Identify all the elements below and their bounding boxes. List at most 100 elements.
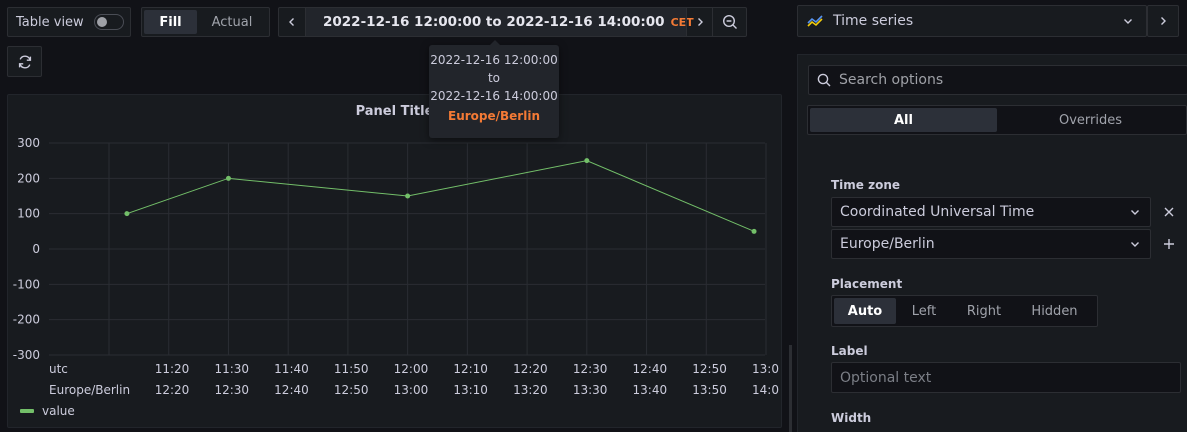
placement-option-hidden[interactable]: Hidden [1031, 303, 1078, 319]
x-tick-label: 13:20 [513, 383, 548, 397]
label-field-label: Label [831, 344, 868, 358]
time-range-text: 2022-12-16 12:00:00 to 2022-12-16 14:00:… [323, 14, 665, 30]
placement-label: Placement [831, 277, 903, 291]
chevron-down-icon [1124, 19, 1132, 24]
y-tick-label: -200 [13, 313, 40, 327]
options-tabs: All Overrides [807, 105, 1187, 135]
x-tick-label: 12:40 [274, 383, 309, 397]
chevron-down-icon [1131, 242, 1139, 247]
y-tick-label: 300 [17, 136, 40, 150]
x-tick-label: 13:30 [572, 383, 608, 397]
x-tick-label: 13:00 [393, 383, 429, 397]
x-tick-label: 13:0 [752, 362, 779, 376]
placement-option-auto[interactable]: Auto [834, 298, 896, 324]
close-icon [1164, 207, 1174, 217]
options-pane: Search options All Overrides Time zone C… [797, 54, 1187, 432]
x-tick-label: 12:30 [572, 362, 608, 376]
panel-title: Panel Title [355, 104, 434, 119]
zoom-out-icon [722, 14, 737, 29]
x-tick-label: 12:20 [513, 362, 548, 376]
width-label: Width [831, 411, 872, 425]
tab-all[interactable]: All [810, 108, 997, 132]
label-input-placeholder: Optional text [840, 369, 932, 386]
x-axis-timezones: utc Europe/Berlin 11:20 11:30 11:40 11:50 12… [0, 362, 780, 402]
x-tick-label: 11:40 [274, 362, 309, 376]
refresh-button[interactable] [7, 46, 42, 77]
pane-splitter[interactable] [789, 345, 792, 432]
plus-icon [1164, 239, 1174, 249]
x-tick-label: 12:30 [214, 383, 250, 397]
time-series-chart[interactable]: 300 200 100 0 -100 -200 -300 [0, 133, 780, 408]
time-back-button[interactable] [279, 8, 306, 36]
x-tick-label: 14:0 [752, 383, 779, 397]
x-tick-label: 11:50 [333, 362, 369, 376]
data-point[interactable] [751, 228, 757, 234]
tooltip-from: 2022-12-16 12:00:00 [430, 53, 558, 67]
table-view-label: Table view [16, 14, 84, 30]
chart-legend[interactable]: value [20, 404, 75, 418]
table-view-switch[interactable] [93, 14, 124, 30]
fill-button[interactable]: Fill [144, 10, 197, 34]
x-tick-label: 12:20 [154, 383, 190, 397]
y-tick-label: 200 [17, 171, 40, 185]
timezone-select-2-value: Europe/Berlin [840, 236, 935, 252]
refresh-icon [18, 55, 31, 68]
chevron-left-icon [289, 18, 294, 26]
tz-row-berlin-label: Europe/Berlin [49, 383, 131, 397]
x-tick-label: 12:40 [632, 362, 668, 376]
placement-option-left[interactable]: Left [911, 303, 937, 319]
data-point[interactable] [124, 211, 130, 217]
time-zone-label: Time zone [831, 178, 901, 192]
search-icon [817, 73, 831, 87]
time-range-tooltip: 2022-12-16 12:00:00 to 2022-12-16 14:00:… [429, 40, 559, 138]
placement-radio-group: Auto Left Right Hidden [831, 295, 1098, 327]
add-timezone-button[interactable] [1160, 235, 1178, 253]
legend-swatch [20, 409, 34, 413]
y-tick-label: -300 [13, 348, 40, 362]
x-tick-label: 12:00 [393, 362, 429, 376]
series-line-value [126, 160, 755, 232]
table-view-toggle-group: Table view [7, 7, 131, 37]
data-point[interactable] [584, 158, 590, 164]
zoom-out-button[interactable] [713, 8, 746, 36]
y-tick-label: -100 [13, 277, 40, 291]
placement-option-right[interactable]: Right [966, 303, 1002, 319]
x-tick-label: 13:50 [692, 383, 727, 397]
time-range-button[interactable]: 2022-12-16 12:00:00 to 2022-12-16 14:00:… [306, 8, 694, 36]
y-tick-label: 0 [32, 242, 40, 256]
panel: Panel Title [7, 94, 782, 428]
tab-overrides[interactable]: Overrides [1058, 112, 1123, 128]
timezone-badge: CET [670, 15, 694, 29]
x-tick-label: 13:40 [632, 383, 668, 397]
x-tick-label: 12:50 [333, 383, 369, 397]
x-tick-label: 12:10 [453, 362, 488, 376]
actual-button[interactable]: Actual [211, 14, 253, 30]
tooltip-to-word: to [487, 71, 501, 85]
search-placeholder: Search options [839, 72, 944, 88]
tooltip-to: 2022-12-16 14:00:00 [430, 89, 558, 103]
remove-timezone-button[interactable] [1160, 203, 1178, 221]
x-tick-label: 11:30 [214, 362, 250, 376]
timezone-select-1[interactable]: Coordinated Universal Time [831, 197, 1151, 227]
visualization-name: Time series [833, 13, 914, 29]
time-range-picker: 2022-12-16 12:00:00 to 2022-12-16 14:00:… [278, 7, 747, 37]
visualization-picker[interactable]: Time series [797, 5, 1147, 37]
search-options-input[interactable]: Search options [808, 65, 1187, 95]
timezone-select-2[interactable]: Europe/Berlin [831, 229, 1151, 259]
label-input[interactable]: Optional text [831, 362, 1181, 393]
time-series-icon [807, 15, 823, 27]
data-point[interactable] [405, 193, 411, 199]
x-tick-label: 11:20 [154, 362, 190, 376]
collapse-options-button[interactable] [1147, 5, 1179, 37]
fill-actual-switch: Fill Actual [141, 7, 270, 37]
chevron-down-icon [1131, 210, 1139, 215]
time-forward-button[interactable] [686, 8, 713, 36]
chevron-right-icon [1161, 17, 1166, 25]
x-tick-label: 12:50 [692, 362, 727, 376]
chevron-right-icon [697, 18, 703, 26]
tooltip-zone: Europe/Berlin [448, 109, 540, 123]
timezone-select-1-value: Coordinated Universal Time [840, 204, 1035, 220]
legend-label: value [42, 404, 75, 418]
x-tick-label: 13:10 [453, 383, 488, 397]
data-point[interactable] [225, 175, 231, 181]
